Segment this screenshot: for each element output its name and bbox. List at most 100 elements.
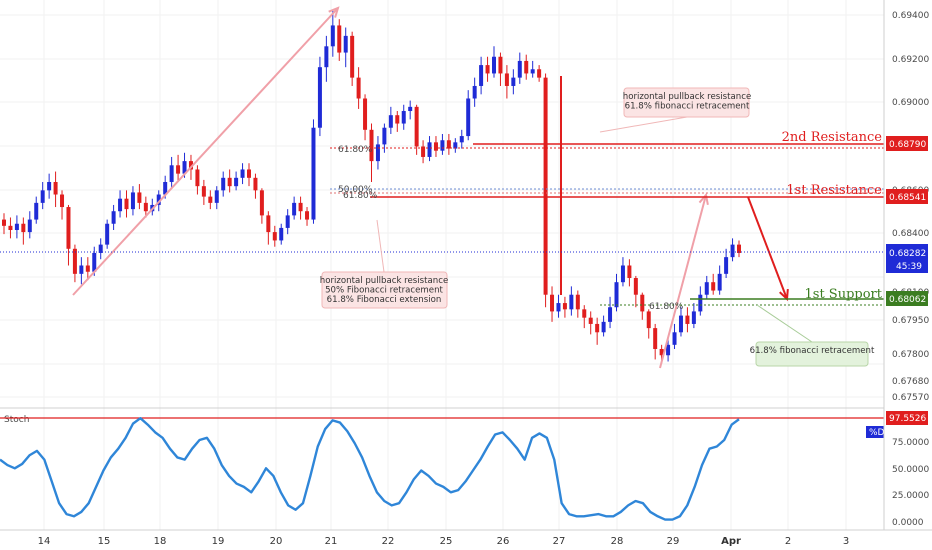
candle: [363, 94, 368, 141]
level-price-tag: [886, 189, 928, 204]
annotation-box: [321, 271, 448, 309]
candle: [414, 104, 419, 155]
candle: [633, 275, 638, 308]
candle: [543, 73, 548, 308]
candle: [72, 244, 77, 283]
candle: [550, 286, 555, 322]
candle: [653, 323, 658, 360]
candle: [330, 10, 335, 57]
candle: [640, 292, 645, 320]
candle: [608, 296, 613, 329]
current-price-text: 0.68282: [889, 249, 926, 259]
fib-percent-label: 61.80%: [649, 302, 684, 312]
candle: [388, 106, 393, 134]
candle: [79, 257, 84, 285]
candle: [8, 217, 13, 239]
candle: [34, 196, 39, 224]
price-tick-label: 0.68400: [892, 229, 929, 239]
annotation-text: 61.8% fibonacci retracement: [625, 102, 750, 112]
trend-arrow: [659, 192, 709, 369]
stoch-d-tag: [866, 426, 884, 438]
candle: [466, 90, 471, 141]
candle: [14, 215, 19, 239]
candle: [214, 186, 219, 210]
candle: [646, 309, 651, 339]
candle: [324, 35, 329, 82]
candle: [266, 211, 271, 245]
stochastic-panel: Stoch 75.0000 50.0000 25.0000 0.0000 97.5526%…: [0, 407, 929, 528]
candle: [111, 204, 116, 231]
level-label: 1st Support: [805, 287, 883, 302]
annotation-callout: 61.8% fibonacci retracement: [750, 304, 875, 367]
candle: [511, 69, 516, 95]
candle: [40, 181, 45, 210]
candle: [343, 27, 348, 68]
level-label: 1st Resistance: [786, 183, 882, 198]
candle: [704, 275, 709, 299]
candle: [401, 104, 406, 130]
stoch-title: Stoch: [4, 415, 29, 425]
time-tick-label: 26: [497, 536, 510, 547]
candle: [259, 188, 264, 224]
candle: [382, 123, 387, 153]
grid-lines: [0, 0, 884, 530]
countdown-text: 45:39: [896, 262, 922, 272]
candle: [537, 65, 542, 82]
time-tick-label: 2: [785, 536, 791, 547]
candle: [356, 67, 361, 109]
candle: [2, 213, 6, 235]
candle: [169, 156, 174, 189]
stoch-tick-label: 75.0000: [892, 438, 929, 448]
price-tick-label: 0.69200: [892, 55, 929, 65]
candle: [234, 171, 239, 191]
candle: [730, 238, 735, 262]
price-tick-label: 0.67950: [892, 316, 929, 326]
candle: [221, 171, 226, 197]
candle: [601, 315, 606, 337]
candle: [479, 56, 484, 95]
candle: [472, 77, 477, 107]
candle: [569, 286, 574, 316]
candle: [588, 311, 593, 335]
annotation-text: 50% Fibonacci retracement: [325, 286, 443, 296]
candle: [575, 290, 580, 318]
candle: [350, 31, 355, 86]
trend-arrow: [72, 6, 340, 296]
candle: [60, 190, 65, 220]
candle: [685, 307, 690, 333]
level-price-tag: [886, 136, 928, 151]
candle: [143, 196, 148, 218]
time-tick-label: 3: [843, 536, 849, 547]
price-tick-label: 0.67570: [892, 393, 929, 403]
candle: [176, 154, 181, 182]
candle: [453, 138, 458, 153]
candle: [118, 190, 123, 218]
candle: [227, 169, 232, 193]
time-tick-label: 21: [325, 536, 338, 547]
candle: [317, 56, 322, 137]
level-price-tag-text: 0.68541: [889, 193, 926, 203]
candle: [298, 196, 303, 220]
candle: [66, 204, 71, 266]
candle: [459, 129, 464, 149]
candle: [369, 123, 374, 182]
candle: [279, 223, 284, 245]
candle: [433, 136, 438, 157]
annotation-box: [623, 87, 750, 118]
time-tick-label: 27: [553, 536, 566, 547]
candle: [556, 294, 561, 318]
candle: [337, 19, 342, 61]
candle: [27, 211, 32, 239]
candle: [498, 52, 503, 86]
stoch-d-text: %D: [869, 428, 885, 438]
candle: [311, 119, 316, 224]
candle: [504, 65, 509, 99]
analysis-overlays: 2nd Resistance 1st Resistance 1st Support 6…: [0, 6, 884, 369]
candle: [530, 60, 535, 78]
candle: [711, 273, 716, 295]
candle: [105, 219, 110, 249]
annotation-text: horizontal pullback resistance: [320, 276, 449, 286]
